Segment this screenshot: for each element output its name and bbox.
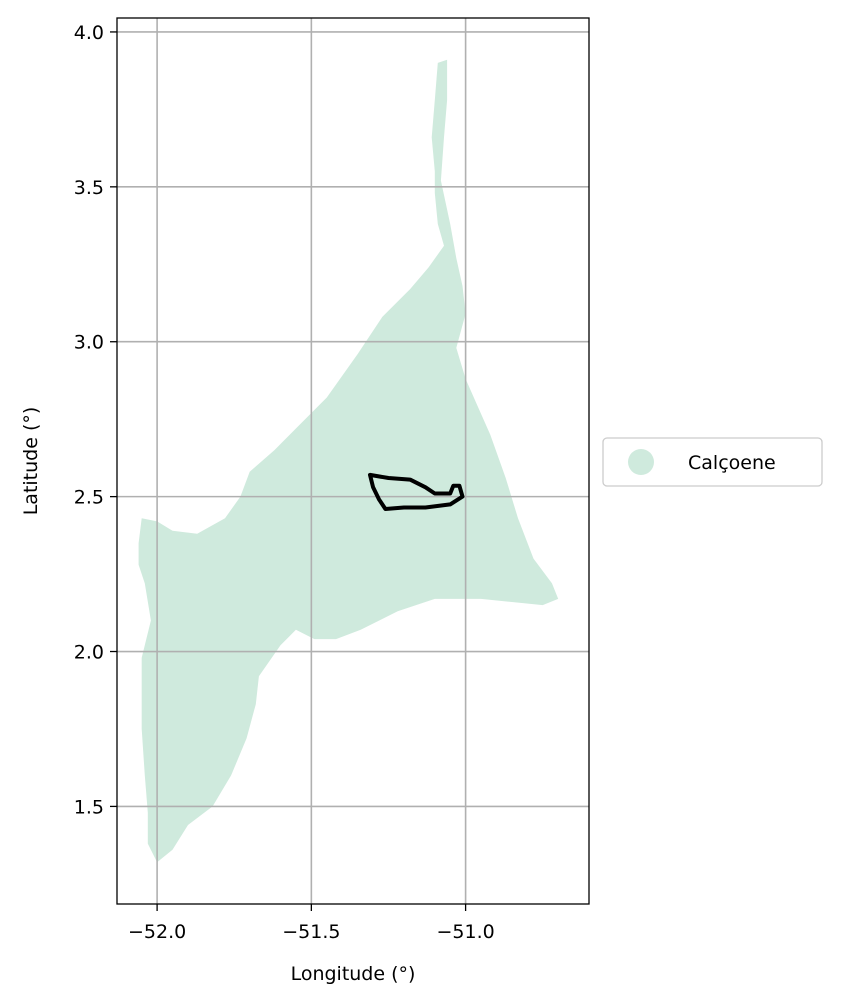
region-calcoene xyxy=(138,59,559,863)
plot-area xyxy=(116,17,590,905)
legend: Calçoene xyxy=(602,437,823,487)
y-tick-label: 2.0 xyxy=(74,642,104,664)
legend-box xyxy=(602,437,823,487)
y-tick-label: 1.5 xyxy=(74,796,104,818)
axis-ticks: −52.0 −51.5 −51.0 1.5 2.0 2.5 3.0 3.5 4.0 xyxy=(74,22,495,943)
x-tick-label: −52.0 xyxy=(128,921,186,943)
grid-lines xyxy=(117,18,589,904)
x-axis-label: Longitude (°) xyxy=(291,963,416,985)
legend-marker xyxy=(628,449,654,475)
legend-label: Calçoene xyxy=(688,452,776,474)
y-axis-label: Latitude (°) xyxy=(20,407,42,516)
y-tick-label: 3.0 xyxy=(74,332,104,354)
area-outline xyxy=(368,472,465,511)
y-tick-label: 2.5 xyxy=(74,487,104,509)
axes-frame xyxy=(116,17,590,905)
y-tick-label: 3.5 xyxy=(74,177,104,199)
x-tick-label: −51.0 xyxy=(436,921,494,943)
x-tick-label: −51.5 xyxy=(282,921,340,943)
y-tick-label: 4.0 xyxy=(74,22,104,44)
